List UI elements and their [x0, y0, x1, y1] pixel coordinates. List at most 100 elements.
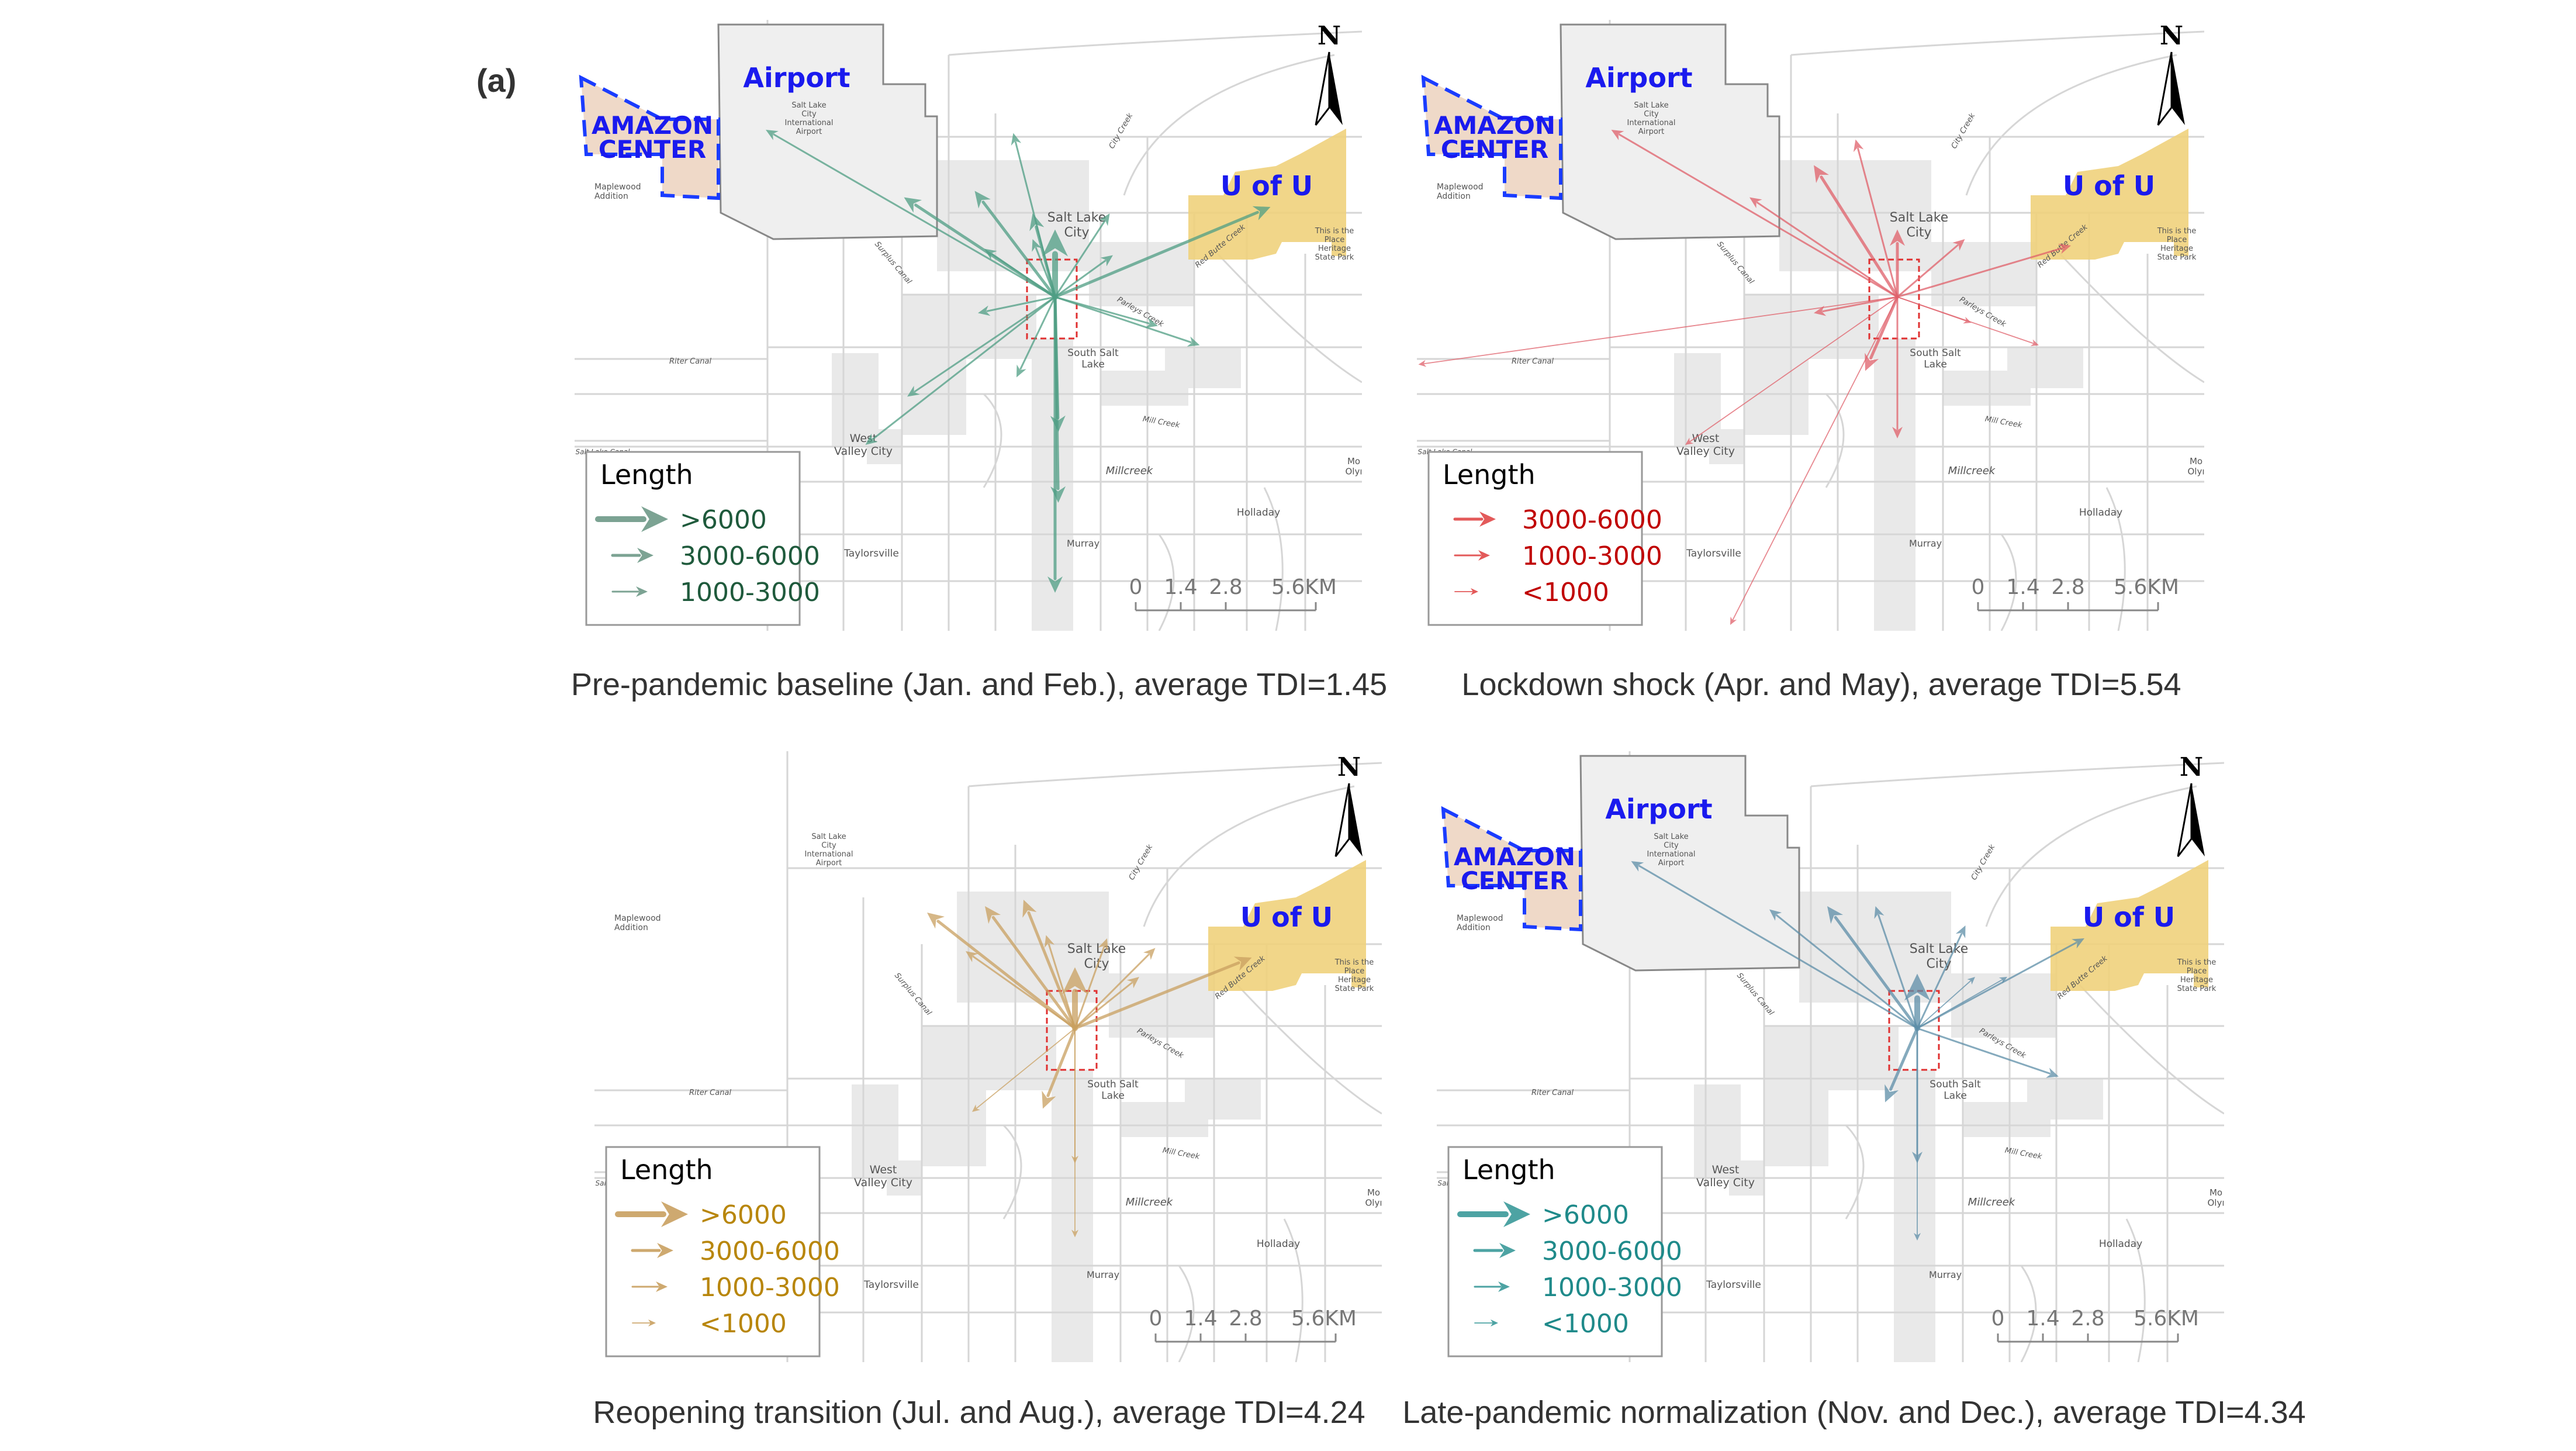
urban-block [2007, 347, 2083, 388]
origin-zone-box [1026, 258, 1078, 340]
place-label-riter-canal: Riter Canal [669, 357, 711, 366]
place-label-line: City Creek [1970, 843, 1997, 882]
origin-zone-box [1868, 258, 1920, 340]
place-label-murray: Murray [1067, 538, 1099, 549]
flow-arrow [1896, 239, 1965, 298]
place-label-line: Holladay [2099, 1238, 2142, 1250]
flow-arrow [1042, 1027, 1077, 1109]
place-label-surplus-canal: Surplus Canal [873, 240, 913, 286]
scale-tick-label: 1.4 [1164, 575, 1197, 599]
place-label-line: City [1906, 225, 1931, 240]
flow-arrow [1916, 925, 1966, 1029]
flow-arrow [984, 248, 1056, 298]
place-label-line: Millcreek [1126, 1196, 1174, 1208]
flow-arrow [1029, 213, 1057, 299]
scale-tick-label: 5.6KM [1291, 1307, 1357, 1331]
place-label-line: Lake [1924, 359, 1947, 371]
scale-tick-label: 1.4 [2026, 1307, 2059, 1331]
place-label-taylorsville: Taylorsville [1686, 548, 1741, 559]
flow-arrow [1885, 1027, 1919, 1103]
place-label-line: City [1644, 110, 1659, 119]
urban-block [922, 1026, 1056, 1090]
amazon-center-label: CENTER [1461, 866, 1568, 895]
road-line [2020, 1265, 2037, 1362]
base-map [1437, 751, 2224, 1362]
scale-tick-label: 1.4 [2006, 575, 2039, 599]
place-label-line: International [1647, 850, 1696, 859]
legend-arrow-gt6000 [595, 506, 668, 532]
uofu-area [2051, 860, 2208, 991]
legend-item-label: 1000-3000 [1542, 1273, 1682, 1303]
origin-zone-box [1046, 990, 1098, 1071]
amazon-center-area [579, 74, 720, 201]
flow-arrow [1685, 296, 1898, 445]
legend-item-label: 3000-6000 [680, 541, 820, 571]
place-label-line: Mo [1367, 1187, 1380, 1198]
legend: Length >6000 3000-6000 1000-3000 [585, 451, 820, 626]
place-label-millcreek: Millcreek [1106, 465, 1154, 477]
place-label-line: Addition [614, 923, 648, 932]
place-label-line: Salt Lake [1654, 832, 1688, 841]
flow-arrow [766, 130, 1056, 298]
place-label-line: Addition [1437, 192, 1471, 201]
urban-block [1894, 1070, 1935, 1362]
uofu-area [1188, 129, 1346, 260]
place-label-line: Mo [2190, 456, 2202, 467]
legend-item-label: 1000-3000 [1522, 541, 1662, 571]
road-line [1790, 30, 2204, 56]
place-label-line: Place [1344, 967, 1365, 976]
road-line [1236, 984, 1382, 1115]
place-label-line: This is the [2157, 227, 2197, 236]
road-line [1985, 785, 2197, 927]
place-label-surplus-canal: Surplus Canal [893, 972, 933, 1018]
place-label-line: Airport [796, 127, 822, 136]
uofu-label: U of U [1240, 901, 1333, 933]
place-label-holladay: Holladay [2099, 1238, 2142, 1250]
place-label-line: International [1627, 119, 1676, 127]
flow-arrow [1814, 165, 1899, 299]
urban-block [2027, 1079, 2103, 1120]
flow-arrow [1047, 295, 1063, 593]
amazon-center-label: AMAZON [1454, 842, 1575, 871]
place-label-line: Maplewood [1437, 182, 1484, 192]
urban-block [1089, 242, 1194, 306]
place-label-line: This is the [1315, 227, 1354, 236]
urban-block [1109, 973, 1214, 1038]
panel-caption: Late-pandemic normalization (Nov. and De… [1402, 1395, 2306, 1430]
place-label-city-creek: City Creek [1970, 843, 1997, 882]
urban-block [1874, 338, 1915, 631]
place-label-line: Maplewood [594, 182, 641, 192]
road-line [2059, 253, 2204, 384]
legend-arrow-3000-6000 [611, 548, 653, 563]
place-label-holladay: Holladay [1257, 1238, 1300, 1250]
place-label-line: Valley City [834, 445, 893, 458]
urban-block [1052, 1070, 1093, 1362]
place-label-line: Heritage [1318, 244, 1351, 253]
north-arrow-icon: N [2157, 21, 2185, 126]
flow-arrows [1631, 861, 2084, 1241]
flow-arrow [907, 296, 1056, 397]
road-line [2000, 534, 2017, 631]
place-label-line: Taylorsville [843, 548, 899, 559]
legend-arrow-3000-6000 [631, 1243, 673, 1258]
place-label-line: Olyı [2207, 1197, 2224, 1208]
urban-block [1951, 973, 2056, 1038]
place-label-city-creek: City Creek [1950, 112, 1977, 150]
place-label-city-creek: City Creek [1128, 843, 1155, 882]
urban-block [922, 1090, 986, 1166]
urban-block [902, 359, 966, 435]
place-label-line: Riter Canal [669, 357, 711, 366]
airport-label: Airport [1605, 793, 1712, 825]
place-label-line: Place [1325, 236, 1345, 244]
legend-arrow-gt6000 [615, 1201, 688, 1227]
scale-tick-label: 0 [1972, 575, 1985, 599]
